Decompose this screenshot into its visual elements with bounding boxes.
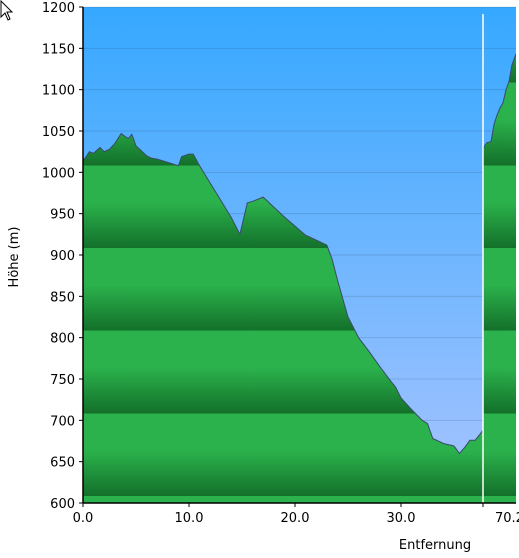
terrain-area-2: [483, 54, 516, 503]
y-tick-label: 800: [50, 332, 75, 347]
y-tick-label: 1150: [42, 42, 75, 57]
mouse-pointer-icon: [0, 0, 14, 21]
x-tick-label: 20.0: [281, 511, 310, 526]
x-tick-label: 30.0: [387, 511, 416, 526]
y-tick-label: 850: [50, 290, 75, 305]
terrain-area-1: [83, 133, 486, 503]
y-axis-title: Höhe (m): [7, 227, 22, 288]
x-tick-label: 0.0: [73, 511, 94, 526]
y-tick-label: 750: [50, 373, 75, 388]
y-tick-label: 700: [50, 414, 75, 429]
y-tick-label: 1000: [42, 166, 75, 181]
y-tick-label: 1200: [42, 1, 75, 16]
x-tick-label: 10.0: [175, 511, 204, 526]
profile-line-1: [83, 132, 487, 455]
terrain-areas: [83, 53, 516, 503]
y-tick-label: 950: [50, 208, 75, 223]
x-tick-label: 70.2: [495, 511, 519, 526]
y-tick-label: 900: [50, 249, 75, 264]
y-tick-label: 1100: [42, 84, 75, 99]
x-axis-title: Entfernung: [399, 538, 471, 553]
y-tick-label: 600: [50, 497, 75, 512]
y-tick-label: 650: [50, 456, 75, 471]
profile-line-2: [482, 53, 516, 150]
y-axis-ticks: 600 650 700 750 800 850 900 950 1000 1050 1100 1150…: [42, 1, 83, 512]
x-axis-ticks: 0.0 10.0 20.0 30.0 70.2: [73, 503, 519, 526]
y-tick-label: 1050: [42, 125, 75, 140]
